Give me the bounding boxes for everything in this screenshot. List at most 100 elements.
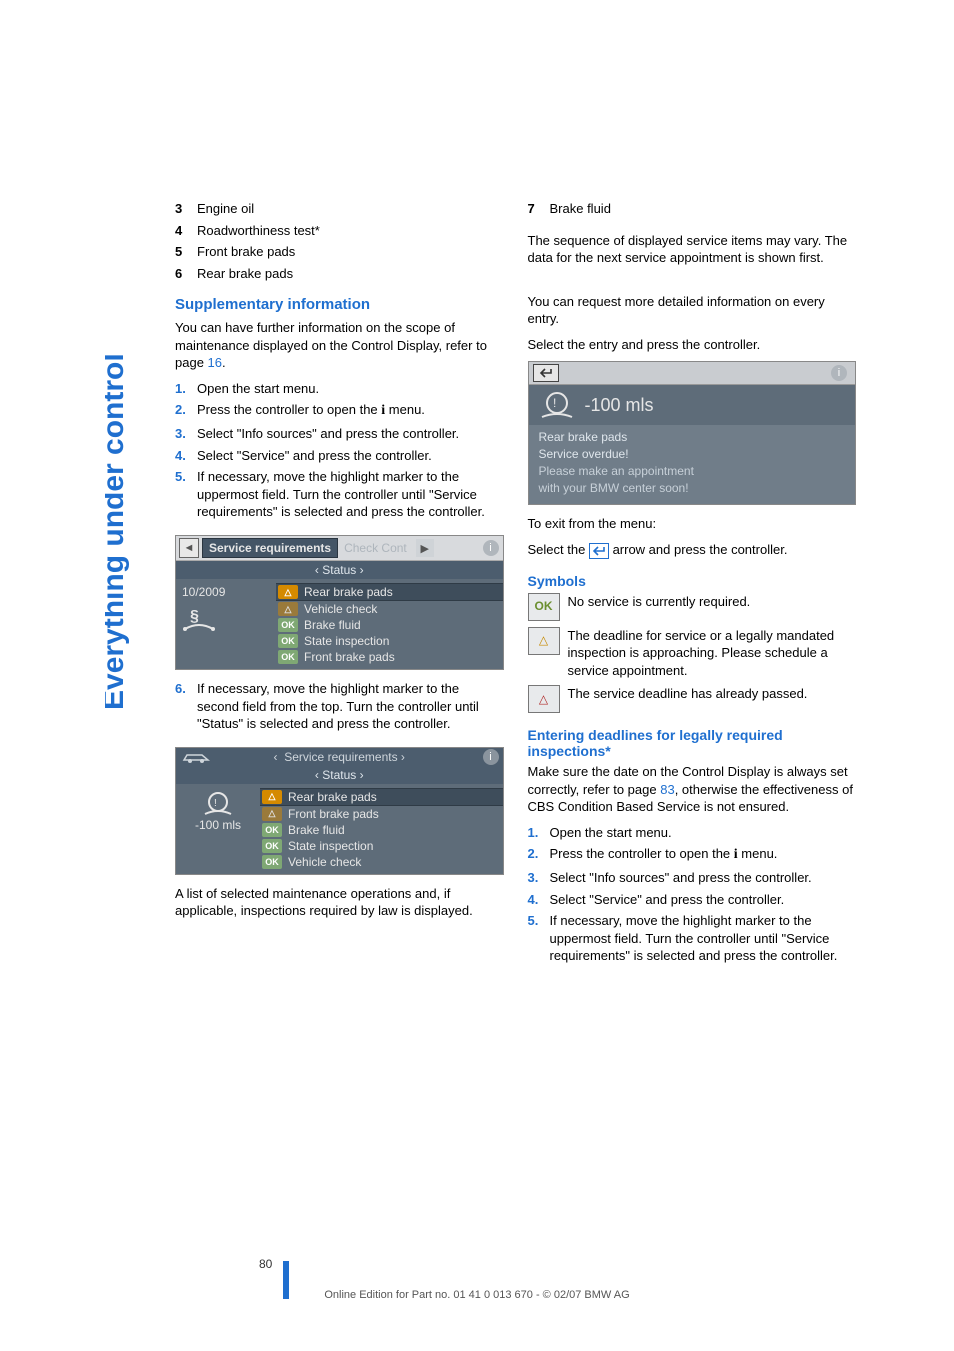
scr1-row: △ Vehicle check	[276, 601, 503, 617]
s6n: 6.	[175, 680, 197, 733]
req-p: You can request more detailed informatio…	[528, 293, 855, 328]
scr2-row: OK State inspection	[260, 838, 503, 854]
scr1-left: 10/2009 §	[176, 579, 276, 669]
t6: Rear brake pads	[197, 265, 293, 283]
right-steps: 1.Open the start menu. 2.Press the contr…	[528, 824, 855, 965]
s5n: 5.	[175, 468, 197, 521]
n3: 3	[175, 200, 197, 218]
car-icon	[182, 750, 210, 764]
t4: Roadworthiness test*	[197, 222, 320, 240]
scr2-list: △Rear brake pads △Front brake pads OKBra…	[260, 784, 503, 874]
rs1n: 1.	[528, 824, 550, 842]
scr2-r0: Rear brake pads	[288, 790, 377, 804]
link-16[interactable]: 16	[208, 355, 222, 370]
warn-symbol-icon: △	[528, 627, 560, 655]
gauge-icon: !	[201, 790, 235, 818]
ok-icon: OK	[278, 618, 298, 632]
paragraph-icon: §	[182, 605, 216, 635]
s4t: Select "Service" and press the controlle…	[197, 447, 432, 465]
s2t: Press the controller to open the i menu.	[197, 401, 425, 421]
rs3t: Select "Info sources" and press the cont…	[550, 869, 812, 887]
scr1-r1: Vehicle check	[304, 602, 377, 616]
supp-heading: Supplementary information	[175, 296, 502, 313]
scr1-r2: Brake fluid	[304, 618, 361, 632]
scr2-header: ‹ Service requirements › i	[176, 748, 503, 766]
link-83[interactable]: 83	[660, 782, 674, 797]
exit2: Select the arrow and press the controlle…	[528, 541, 855, 559]
sym-over-t: The service deadline has already passed.	[568, 685, 808, 703]
ok-symbol-icon: OK	[528, 593, 560, 621]
scr2-title: Service requirements ›	[284, 750, 405, 764]
s3t: Select "Info sources" and press the cont…	[197, 425, 459, 443]
deadlines-p: Make sure the date on the Control Displa…	[528, 763, 855, 816]
scr1-list: △Rear brake pads △ Vehicle check OK Brake …	[276, 579, 503, 669]
item-7: 7Brake fluid	[528, 200, 855, 218]
scr1-fwd-icon: ▶	[416, 539, 434, 557]
scr1-row: OKFront brake pads	[276, 649, 503, 665]
ok-icon: OK	[278, 634, 298, 648]
scr3-backbar: i	[529, 362, 856, 385]
scr1-row: △Rear brake pads	[276, 583, 503, 601]
scr2-r1: Front brake pads	[288, 807, 379, 821]
scr2-row: △Front brake pads	[260, 806, 503, 822]
scr3-l2: Service overdue!	[539, 446, 846, 463]
scr1-titlebar: ◄ Service requirements Check Cont ▶ i	[176, 536, 503, 561]
sel-p: Select the entry and press the controlle…	[528, 336, 855, 354]
s5t: If necessary, move the highlight marker …	[197, 468, 502, 521]
gauge-icon: !	[537, 389, 577, 421]
scr2-r4: Vehicle check	[288, 855, 361, 869]
scr1-r4: Front brake pads	[304, 650, 395, 664]
scr1-date: 10/2009	[182, 585, 270, 599]
scr3-info-icon: i	[831, 365, 847, 381]
scr2-r2: Brake fluid	[288, 823, 345, 837]
exit2b: arrow and press the controller.	[613, 542, 788, 557]
steps-1-5: 1.Open the start menu. 2.Press the contr…	[175, 380, 502, 521]
s1n: 1.	[175, 380, 197, 398]
scr2-mls: -100 mls	[195, 818, 241, 832]
sym-ok-t: No service is currently required.	[568, 593, 751, 611]
scr1-r3: State inspection	[304, 634, 389, 648]
s6t: If necessary, move the highlight marker …	[197, 680, 502, 733]
scr1-row: OK State inspection	[276, 633, 503, 649]
step-6: 6.If necessary, move the highlight marke…	[175, 680, 502, 733]
scr3-l1: Rear brake pads	[539, 429, 846, 446]
scr3-text: Rear brake pads Service overdue! Please …	[529, 425, 856, 504]
warn-icon: △	[262, 790, 282, 804]
scr3-mls-row: ! -100 mls	[529, 385, 856, 425]
supp-p: You can have further information on the …	[175, 319, 502, 372]
screenshot-2: ‹ Service requirements › i ‹ Status › ! …	[175, 747, 504, 875]
s1t: Open the start menu.	[197, 380, 319, 398]
n7: 7	[528, 200, 550, 218]
scr3-mls: -100 mls	[585, 395, 654, 416]
s4n: 4.	[175, 447, 197, 465]
scr2-status: ‹ Status ›	[176, 766, 503, 784]
s2t-a: Press the controller to open the	[197, 402, 381, 417]
n4: 4	[175, 222, 197, 240]
rs1t: Open the start menu.	[550, 824, 672, 842]
n5: 5	[175, 243, 197, 261]
svg-text:!: !	[214, 798, 217, 809]
t3: Engine oil	[197, 200, 254, 218]
scr1-body: 10/2009 § △Rear brake pads △ Vehicle chec…	[176, 579, 503, 669]
warn-icon: △	[278, 602, 298, 616]
sym-tri-t: The deadline for service or a legally ma…	[568, 627, 855, 680]
symbols-h: Symbols	[528, 573, 855, 589]
scr1-row: OK Brake fluid	[276, 617, 503, 633]
scr1-back-icon: ◄	[179, 538, 199, 558]
col-left: 3Engine oil 4Roadworthiness test* 5 Front…	[175, 200, 502, 979]
screenshot-3: i ! -100 mls Rear brake pads Service ove…	[528, 361, 857, 505]
scr2-r3: State inspection	[288, 839, 373, 853]
back-arrow-icon	[589, 543, 609, 559]
scr2-info-icon: i	[483, 749, 499, 765]
exit1: To exit from the menu:	[528, 515, 855, 533]
after-scr2: A list of selected maintenance operation…	[175, 885, 502, 920]
rs2t: Press the controller to open the i menu.	[550, 845, 778, 865]
rs3n: 3.	[528, 869, 550, 887]
rs4t: Select "Service" and press the controlle…	[550, 891, 785, 909]
scr2-row: OKBrake fluid	[260, 822, 503, 838]
sym-tri: △ The deadline for service or a legally …	[528, 627, 855, 680]
ok-icon: OK	[262, 839, 282, 853]
scr1-dim: Check Cont	[338, 539, 413, 557]
rs2n: 2.	[528, 845, 550, 865]
rs5t: If necessary, move the highlight marker …	[550, 912, 855, 965]
